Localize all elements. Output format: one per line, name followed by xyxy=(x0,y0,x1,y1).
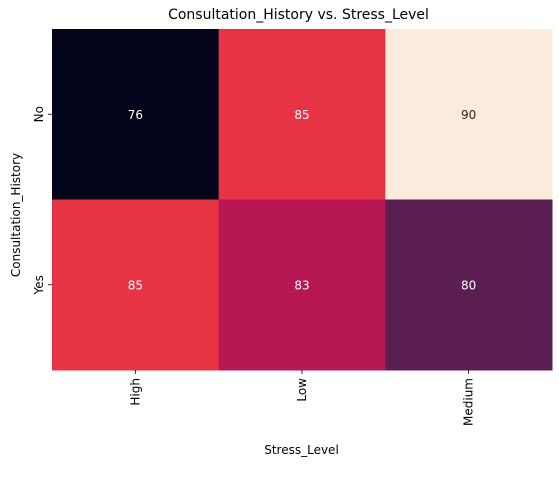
x-axis-ticks: High Low Medium xyxy=(128,370,476,426)
cell-value-label: 90 xyxy=(461,108,476,122)
heatmap-cell xyxy=(218,29,386,200)
chart-title: Consultation_History vs. Stress_Level xyxy=(168,7,429,23)
cell-value-label: 83 xyxy=(294,278,309,292)
heatmap-cell xyxy=(52,199,220,371)
cell-value-label: 85 xyxy=(294,108,309,122)
x-tick-label: High xyxy=(128,378,142,406)
heatmap-cell xyxy=(385,29,553,200)
heatmap-cells: 76 85 90 85 83 80 xyxy=(52,29,553,371)
x-axis-label: Stress_Level xyxy=(264,443,339,457)
y-axis-ticks: No Yes xyxy=(32,106,52,295)
y-axis-label: Consultation_History xyxy=(9,153,23,277)
y-tick-label: No xyxy=(32,106,46,122)
y-tick-label: Yes xyxy=(32,275,46,295)
heatmap-cell xyxy=(52,29,220,200)
heatmap-cell xyxy=(385,199,553,371)
heatmap-cell xyxy=(218,199,386,371)
x-tick-label: Medium xyxy=(462,378,476,426)
cell-value-label: 76 xyxy=(128,108,143,122)
cell-value-label: 80 xyxy=(461,278,476,292)
cell-value-label: 85 xyxy=(128,278,143,292)
x-tick-label: Low xyxy=(295,378,309,402)
